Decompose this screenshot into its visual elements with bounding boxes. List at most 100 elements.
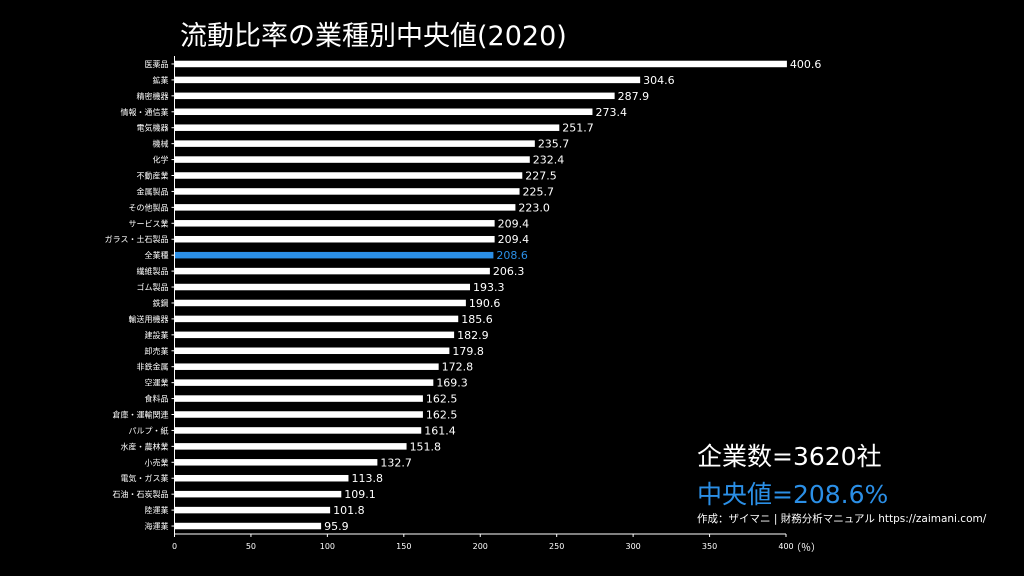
- category-label-4: 電気機器: [137, 123, 169, 133]
- bar-1: [174, 76, 641, 84]
- category-label-19: 非鉄金属: [137, 362, 169, 372]
- data-label-27: 109.1: [344, 488, 376, 501]
- category-label-28: 陸運業: [145, 505, 169, 515]
- data-label-22: 162.5: [426, 409, 458, 422]
- data-label-23: 161.4: [424, 424, 456, 437]
- category-label-3: 情報・通信業: [121, 107, 169, 117]
- bar-16: [174, 315, 459, 323]
- category-label-15: 鉄鋼: [153, 298, 169, 308]
- data-label-13: 206.3: [493, 265, 524, 278]
- bar-9: [174, 204, 516, 211]
- data-label-0: 400.6: [790, 58, 822, 71]
- company-count: 企業数=3620社: [697, 442, 882, 471]
- median-value: 中央値=208.6%: [697, 480, 889, 509]
- category-label-27: 石油・石炭製品: [113, 489, 169, 499]
- data-label-26: 113.8: [351, 472, 383, 485]
- bar-4: [174, 124, 560, 131]
- bar-2: [174, 92, 615, 100]
- bar-10: [174, 220, 495, 227]
- data-label-20: 169.3: [436, 377, 468, 390]
- bar-21: [174, 395, 423, 402]
- data-label-2: 287.9: [618, 90, 650, 103]
- data-label-19: 172.8: [442, 361, 474, 374]
- bar-20: [174, 379, 434, 386]
- category-label-5: 機械: [153, 139, 169, 149]
- data-label-6: 232.4: [533, 154, 565, 167]
- data-label-28: 101.8: [333, 504, 365, 517]
- data-label-10: 209.4: [498, 217, 530, 230]
- bar-24: [174, 443, 407, 450]
- bar-26: [174, 474, 349, 482]
- bar-29: [174, 522, 322, 530]
- category-label-24: 水産・農林業: [121, 441, 169, 451]
- category-label-20: 空運業: [145, 378, 169, 388]
- data-label-17: 182.9: [457, 329, 489, 342]
- category-label-7: 不動産業: [137, 171, 169, 181]
- bar-0: [174, 60, 787, 68]
- bar-27: [174, 490, 342, 498]
- category-label-25: 小売業: [145, 457, 169, 467]
- bar-25: [174, 459, 378, 466]
- bar-7: [174, 172, 523, 179]
- category-label-16: 輸送用機器: [129, 314, 169, 324]
- bar-5: [174, 140, 535, 147]
- bar-6: [174, 156, 530, 163]
- data-label-25: 132.7: [380, 456, 412, 469]
- data-label-9: 223.0: [518, 201, 550, 214]
- bar-22: [174, 411, 423, 418]
- category-label-2: 精密機器: [137, 91, 169, 101]
- data-label-4: 251.7: [562, 122, 594, 135]
- x-tick-label-8: 400: [778, 542, 793, 551]
- category-label-10: サービス業: [129, 218, 169, 228]
- category-label-29: 海運業: [145, 521, 169, 531]
- data-label-21: 162.5: [426, 393, 458, 406]
- bar-23: [174, 427, 422, 434]
- x-tick-label-2: 100: [320, 542, 335, 551]
- data-label-15: 190.6: [469, 297, 501, 310]
- x-tick-label-7: 350: [702, 542, 717, 551]
- x-tick-label-3: 150: [396, 542, 411, 551]
- bar-15: [174, 299, 466, 307]
- bar-8: [174, 188, 520, 195]
- bar-18: [174, 347, 450, 355]
- data-label-3: 273.4: [595, 106, 627, 119]
- x-axis-label: （％）: [791, 542, 821, 554]
- data-label-24: 151.8: [410, 440, 442, 453]
- category-label-21: 食料品: [145, 394, 169, 404]
- axis-layer: 医薬品鉱業精密機器情報・通信業電気機器機械化学不動産業金属製品その他製品サービス…: [105, 56, 821, 554]
- category-label-23: パルプ・紙: [129, 425, 169, 435]
- x-tick-label-4: 200: [473, 542, 488, 551]
- category-label-1: 鉱業: [153, 75, 169, 85]
- data-label-11: 209.4: [498, 233, 530, 246]
- bar-3: [174, 108, 593, 116]
- category-label-12: 全業種: [145, 250, 169, 260]
- data-label-1: 304.6: [643, 74, 675, 87]
- category-label-11: ガラス・土石製品: [105, 234, 169, 244]
- data-label-8: 225.7: [523, 185, 555, 198]
- data-label-29: 95.9: [324, 520, 349, 533]
- bar-13: [174, 267, 490, 275]
- category-label-9: その他製品: [129, 202, 169, 212]
- bar-12: [174, 251, 494, 259]
- x-tick-label-1: 50: [246, 542, 256, 551]
- x-tick-label-0: 0: [172, 542, 177, 551]
- chart-title: 流動比率の業種別中央値(2020): [180, 21, 567, 52]
- category-label-0: 医薬品: [145, 59, 169, 69]
- bar-19: [174, 363, 439, 370]
- category-label-22: 倉庫・運輸関連: [113, 410, 169, 420]
- bar-17: [174, 331, 455, 339]
- x-tick-label-6: 300: [625, 542, 640, 551]
- data-label-16: 185.6: [461, 313, 493, 326]
- category-label-18: 卸売業: [145, 346, 169, 356]
- category-label-26: 電気・ガス業: [121, 473, 169, 483]
- category-label-14: ゴム製品: [137, 282, 169, 292]
- category-label-8: 金属製品: [137, 186, 169, 196]
- credit-text: 作成：ザイマニ | 財務分析マニュアル https://zaimani.com/: [697, 513, 987, 525]
- bar-14: [174, 283, 471, 291]
- data-label-18: 179.8: [452, 345, 484, 358]
- bar-28: [174, 506, 331, 514]
- category-label-6: 化学: [153, 155, 169, 165]
- x-tick-label-5: 250: [549, 542, 564, 551]
